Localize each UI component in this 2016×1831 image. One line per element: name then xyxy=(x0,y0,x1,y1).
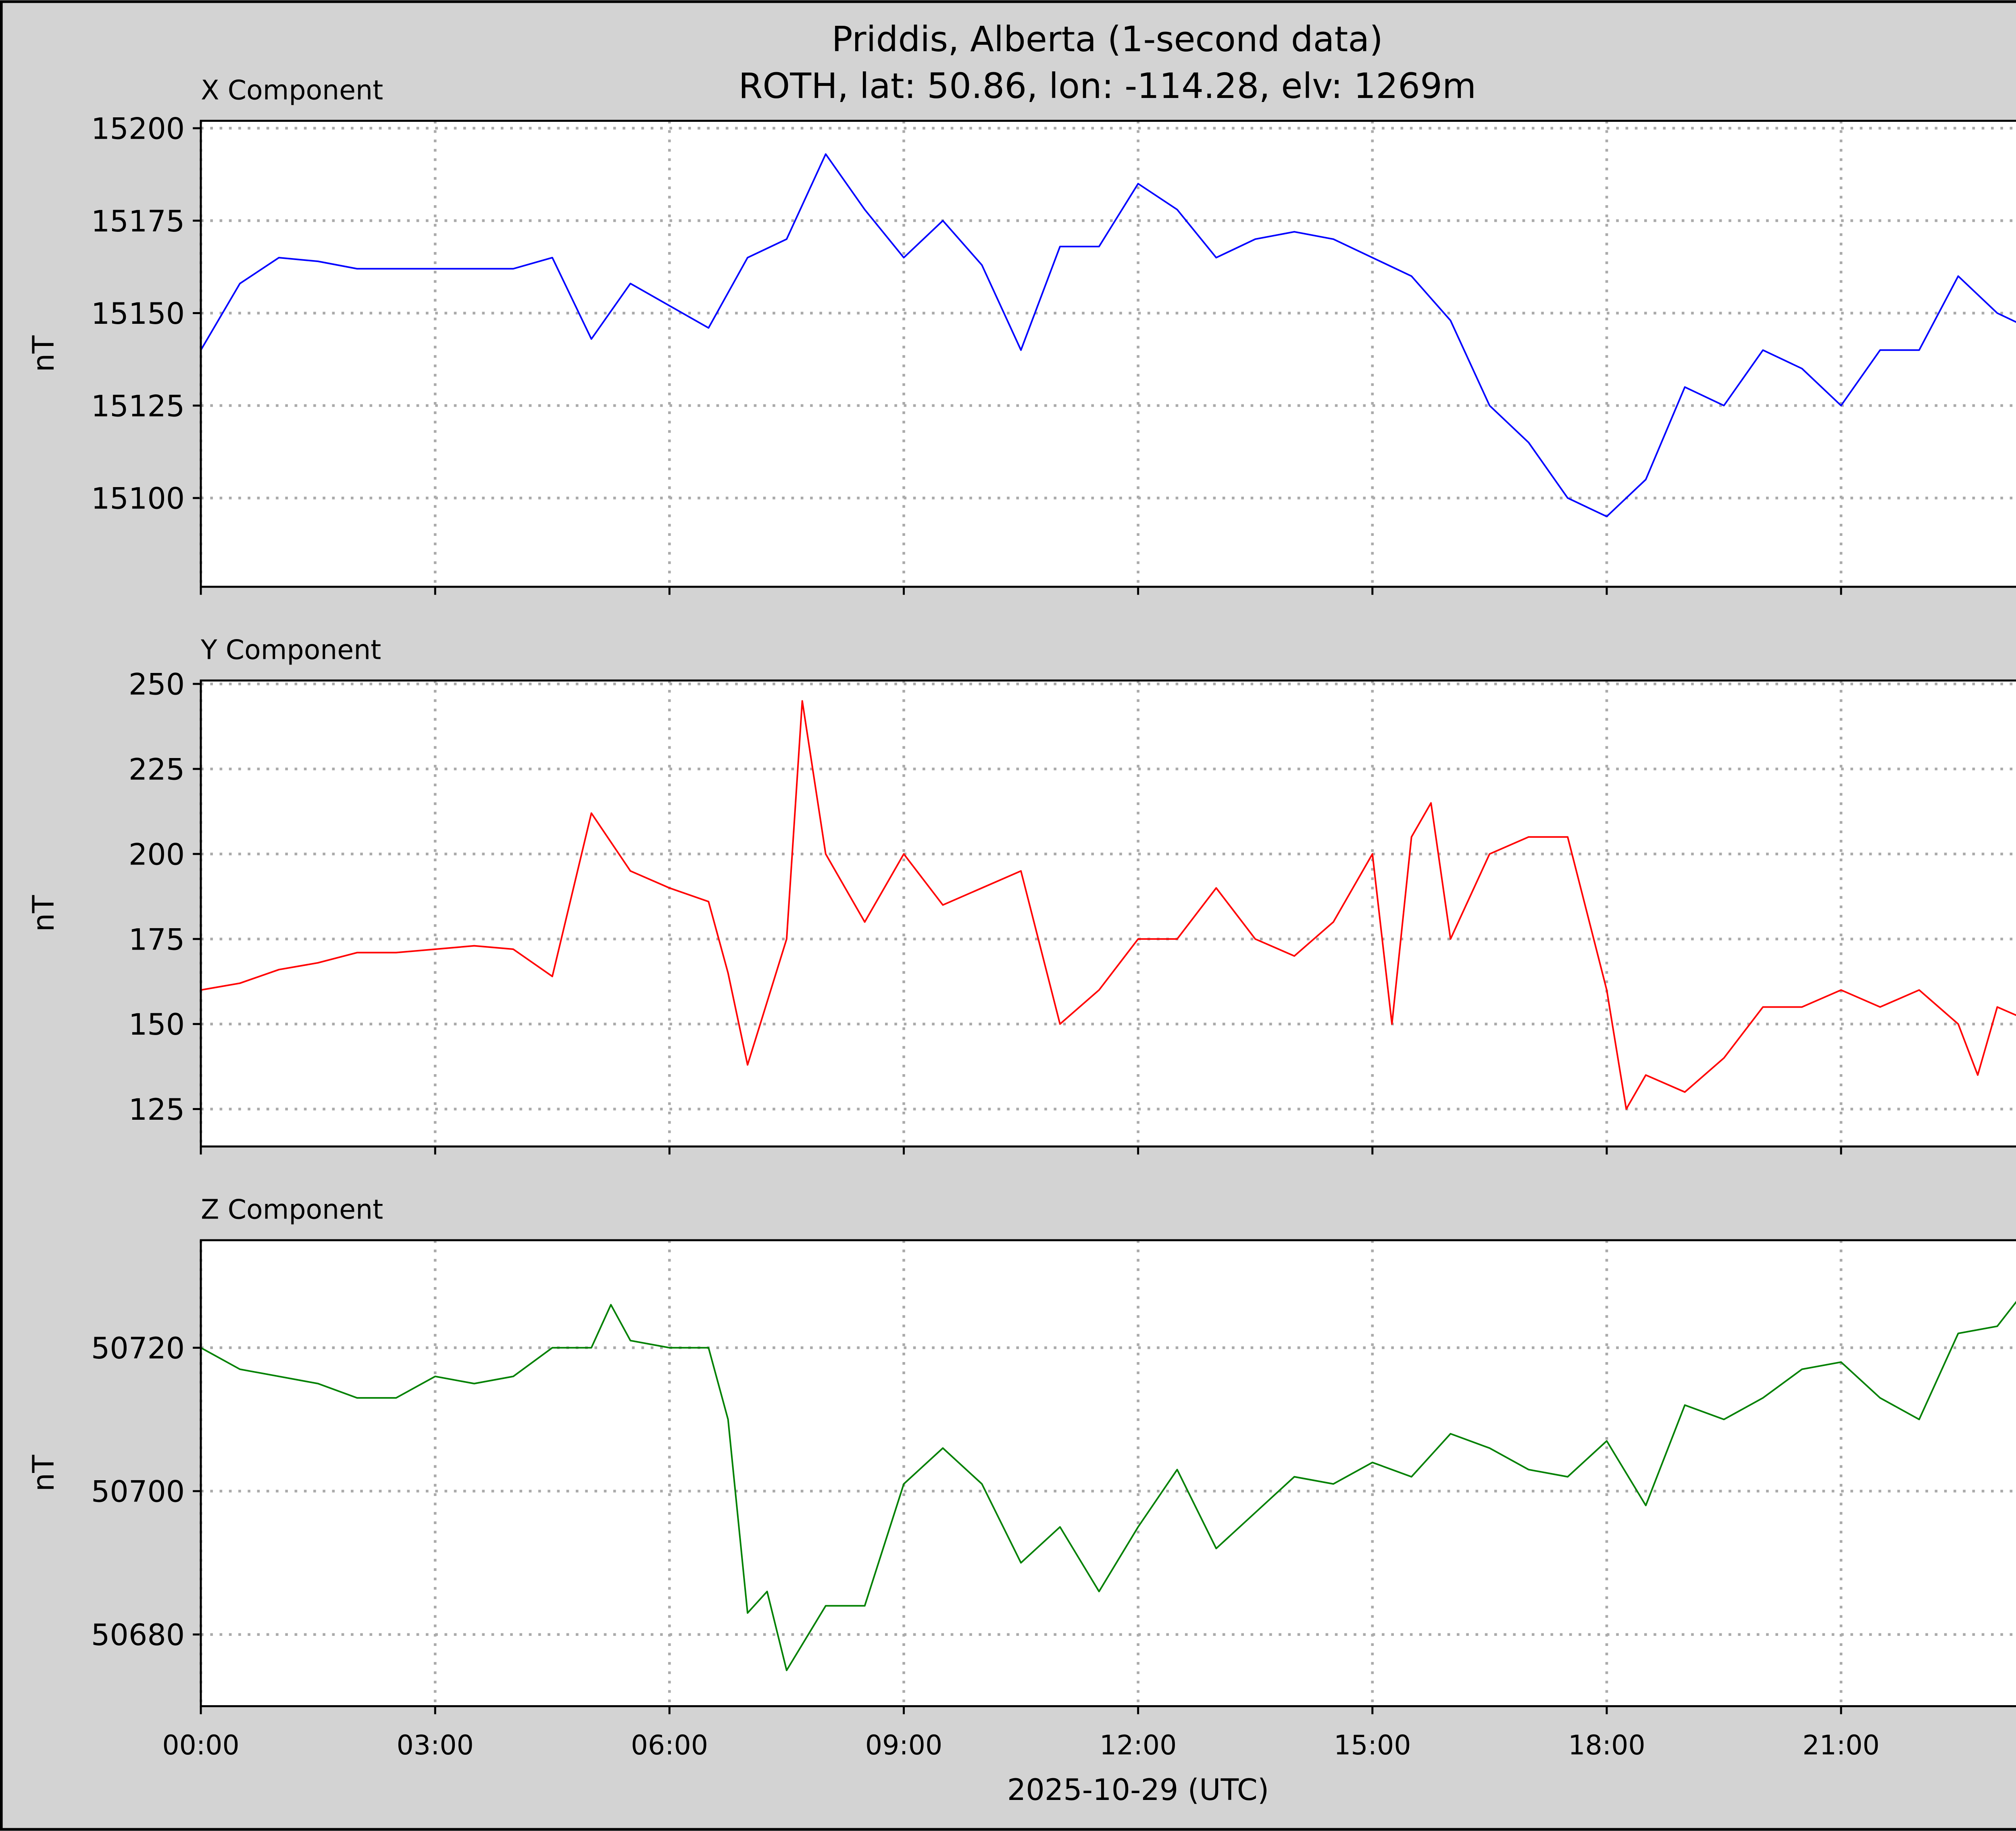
y-tick-label: 150 xyxy=(129,1008,185,1042)
x-tick-label: 00:00 xyxy=(162,1729,239,1761)
y-tick-label: 250 xyxy=(129,668,185,702)
y-tick-label: 200 xyxy=(129,837,185,872)
plot-area xyxy=(201,1240,2016,1706)
panel-label: X Component xyxy=(201,74,383,106)
x-tick-label: 15:00 xyxy=(1334,1729,1411,1761)
x-axis-label: 2025-10-29 (UTC) xyxy=(1007,1773,1269,1807)
data-line xyxy=(200,1301,2016,1671)
x-tick-label: 06:00 xyxy=(631,1729,708,1761)
y-tick-label: 175 xyxy=(129,923,185,957)
y-tick-label: 15125 xyxy=(91,389,185,423)
chart-title: Priddis, Alberta (1-second data) xyxy=(832,19,1383,60)
y-tick-label: 125 xyxy=(129,1093,185,1127)
plot-frame xyxy=(200,120,2016,588)
plot-frame xyxy=(200,1239,2016,1707)
y-axis-label: nT xyxy=(27,895,61,932)
y-tick-label: 15200 xyxy=(91,112,185,146)
plot-frame xyxy=(200,679,2016,1148)
x-tick-label: 18:00 xyxy=(1568,1729,1645,1761)
chart-subtitle: ROTH, lat: 50.86, lon: -114.28, elv: 126… xyxy=(738,66,1476,106)
x-tick-label: 09:00 xyxy=(865,1729,942,1761)
y-tick-label: 15100 xyxy=(91,482,185,516)
plot-area xyxy=(201,121,2016,587)
data-line xyxy=(200,700,2016,1110)
panel-label: Z Component xyxy=(201,1194,383,1225)
y-tick-label: 50680 xyxy=(91,1618,185,1652)
plot-area xyxy=(201,680,2016,1147)
x-tick-label: 03:00 xyxy=(397,1729,474,1761)
y-tick-label: 15150 xyxy=(91,297,185,331)
panel-label: Y Component xyxy=(200,634,381,666)
y-axis-label: nT xyxy=(27,335,61,372)
y-axis-label: nT xyxy=(27,1455,61,1491)
data-line xyxy=(200,153,2016,517)
y-tick-label: 15175 xyxy=(91,204,185,239)
y-tick-label: 50700 xyxy=(91,1475,185,1509)
y-tick-label: 50720 xyxy=(91,1331,185,1366)
x-tick-label: 12:00 xyxy=(1100,1729,1177,1761)
x-tick-label: 21:00 xyxy=(1802,1729,1879,1761)
y-tick-label: 225 xyxy=(129,753,185,787)
